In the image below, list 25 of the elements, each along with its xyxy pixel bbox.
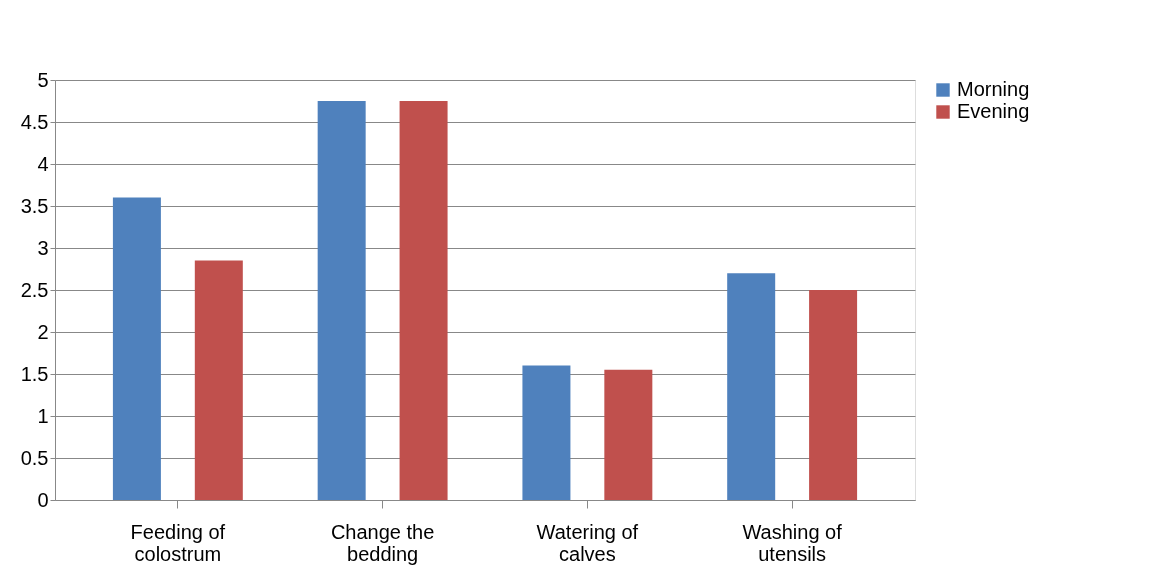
y-tick-label: 2: [37, 320, 49, 343]
y-tick-label: 4: [37, 152, 49, 175]
x-tick-label: Washing of utensils: [742, 520, 843, 565]
bar: [194, 260, 243, 500]
y-tick-label: 4.5: [20, 110, 49, 133]
y-tick-label: 1.5: [20, 362, 49, 385]
bar: [522, 365, 571, 500]
y-tick-label: 0.5: [20, 446, 49, 469]
legend-label: Evening: [957, 100, 1030, 122]
y-tick-label: 3: [37, 236, 49, 259]
bar: [604, 369, 653, 500]
bar: [399, 101, 448, 500]
legend-label: Morning: [957, 78, 1030, 100]
y-tick-label: 2.5: [20, 278, 49, 301]
x-tick-label: Watering of calves: [536, 520, 639, 565]
bar: [809, 290, 858, 500]
bar: [727, 273, 776, 500]
x-tick-label: Change the bedding: [330, 520, 435, 565]
y-tick-label: 5: [37, 68, 49, 91]
x-tick-label: Feeding of colostrum: [130, 520, 226, 565]
bar: [112, 197, 161, 500]
y-tick-label: 3.5: [20, 194, 49, 217]
y-tick-label: 0: [37, 488, 49, 511]
y-tick-label: 1: [37, 404, 49, 427]
bar: [317, 101, 366, 500]
